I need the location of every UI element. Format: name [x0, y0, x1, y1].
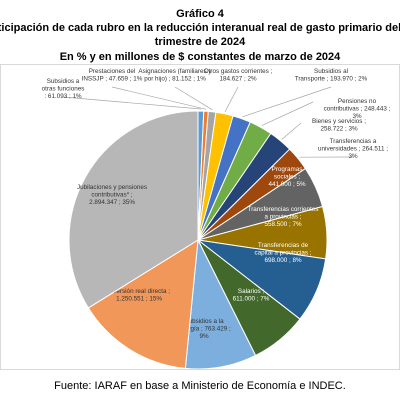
- chart-subtitle: En % y en millones de $ constantes de ma…: [59, 51, 341, 63]
- slice-label: Inversión real directa ; 1.250.551 ; 15%: [108, 288, 170, 303]
- slice-label: Programas sociales ; 441.000 ; 5%: [268, 166, 306, 188]
- leader-line: [111, 86, 207, 110]
- slice-label: Jubilaciones y pensiones contributivas* ;…: [77, 184, 147, 206]
- leader-line: [174, 86, 213, 111]
- figure-number: Gráfico 4: [176, 8, 224, 20]
- leader-line: [281, 122, 302, 140]
- slice-label: Otros gastos corrientes ; 184.627 ; 2%: [204, 68, 273, 83]
- slice-label: Subsidios a la Energía ; 763.429 ; 9%: [177, 318, 231, 340]
- slice-label: Bienes y servicios ; 258.722 ; 3%: [312, 118, 366, 133]
- slice-label: Transferencias corrientes a provincias ; 5…: [248, 206, 319, 228]
- slice-label: Subsidios al Transporte ; 193.970 ; 2%: [295, 68, 368, 83]
- slice-label: Subsidios a otras funciones: 61.093 ; 1%: [42, 78, 85, 100]
- leader-line: [261, 101, 314, 126]
- slice-label: Salarios ; 611.000 ; 7%: [233, 288, 270, 303]
- slice-label: Transferencias de capital a provincias ; 6…: [254, 242, 311, 264]
- pie-chart: Subsidios a otras funciones: 61.093 ; 1%P…: [42, 68, 391, 369]
- leader-line: [242, 86, 332, 118]
- chart-area: Subsidios a otras funciones: 61.093 ; 1% P…: [0, 64, 400, 370]
- slice-label: Pensiones no contributivas ; 248.443 ; 3%: [324, 98, 391, 120]
- leader-line: [224, 86, 239, 112]
- chart-title-line-1: Participación de cada rubro en la reducc…: [0, 22, 400, 34]
- chart-title-line-2: trimestre de 2024: [154, 36, 246, 48]
- pie-slice: [68, 110, 199, 309]
- slice-label: Transferencias a universidades ; 264.511 …: [318, 138, 388, 160]
- slice-label: Asignaciones (familiares y por hijo) ; 81…: [138, 68, 212, 83]
- slice-label: Prestaciones del INSSJP ; 47.659 ; 1%: [82, 68, 143, 83]
- pie-slice: [87, 239, 199, 369]
- leader-line: [62, 96, 201, 110]
- source-note: Fuente: IARAF en base a Ministerio de Ec…: [54, 380, 346, 392]
